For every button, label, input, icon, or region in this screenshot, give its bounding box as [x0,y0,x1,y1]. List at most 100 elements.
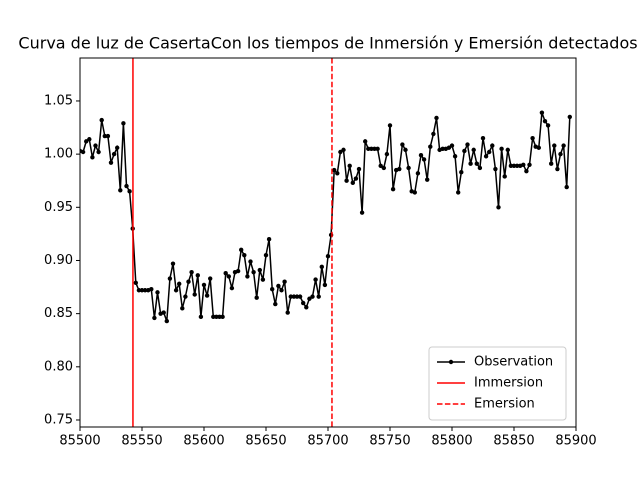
data-point [356,166,362,172]
data-point [155,290,160,295]
y-tick-label: 1.00 [44,147,73,162]
data-point [99,117,104,123]
data-point [251,269,256,275]
data-point [111,151,117,157]
data-point [332,167,337,173]
data-point [170,261,176,266]
data-point [195,273,200,278]
data-point [133,280,138,286]
data-point [229,285,235,291]
legend-marker [448,359,454,365]
data-point [186,279,191,284]
data-point [350,180,355,186]
data-point [347,163,352,169]
data-point [214,314,219,320]
data-point [468,161,473,166]
data-point [338,149,343,155]
data-point [139,288,145,293]
data-point [487,149,492,155]
data-point [204,293,210,298]
data-point [257,267,262,273]
data-point [499,146,504,152]
data-point [387,123,393,128]
data-point [248,259,253,264]
data-point [496,205,501,210]
data-point [316,294,321,299]
data-point [108,160,114,165]
x-tick-label: 85900 [555,434,596,449]
data-point [167,276,173,281]
x-tick-label: 85600 [183,434,224,449]
data-point [220,314,225,320]
data-point [87,137,92,142]
legend-label: Immersion [474,376,543,391]
data-point [211,314,216,320]
data-point [90,155,95,160]
data-point [359,210,365,215]
data-point [561,143,566,148]
data-point [325,254,331,259]
data-point [127,189,132,194]
data-point [434,115,439,121]
data-point [226,274,231,279]
data-point [208,276,213,281]
data-point [297,294,303,299]
data-point [474,161,479,166]
data-point [307,296,312,301]
data-point [446,145,452,150]
data-point [449,143,455,148]
y-tick-label: 0.90 [44,253,73,268]
data-point [183,294,188,299]
data-point [273,301,278,307]
data-point [530,135,535,141]
x-tick-label: 85650 [245,434,286,449]
data-point [93,143,98,148]
data-point [121,121,126,126]
data-point [527,162,532,167]
data-point [524,168,529,174]
data-point [428,144,433,149]
data-point [456,190,461,195]
data-point [136,288,142,293]
data-point [260,277,266,282]
data-point [421,157,427,162]
data-point [301,300,306,306]
data-point [192,292,197,297]
data-point [465,142,470,147]
data-point [493,166,498,172]
data-point [375,146,380,152]
y-tick-label: 0.85 [44,306,73,321]
data-point [164,318,169,324]
data-point [459,170,464,175]
data-point [477,165,483,171]
data-point [96,149,101,155]
x-tick-label: 85850 [493,434,534,449]
data-point [285,310,290,315]
data-point [440,146,445,152]
data-point [223,271,228,276]
data-point [142,288,148,293]
data-point [400,142,405,147]
data-point [105,133,111,139]
data-point [536,145,541,150]
data-point [288,294,293,299]
legend-label: Emersion [474,397,535,412]
data-point [291,294,297,299]
data-point [412,190,417,195]
y-tick-label: 1.05 [44,93,73,108]
data-point [372,146,377,152]
data-point [490,143,495,148]
y-tick-label: 0.80 [44,359,73,374]
data-point [552,143,557,148]
data-point [335,171,340,176]
x-tick-label: 85750 [369,434,410,449]
data-point [254,295,259,300]
data-point [173,288,179,293]
data-point [80,149,86,155]
data-point [418,152,424,158]
data-point [462,148,467,154]
data-point [378,163,383,169]
data-point [403,147,408,153]
data-point [369,146,374,152]
data-point [180,306,185,311]
